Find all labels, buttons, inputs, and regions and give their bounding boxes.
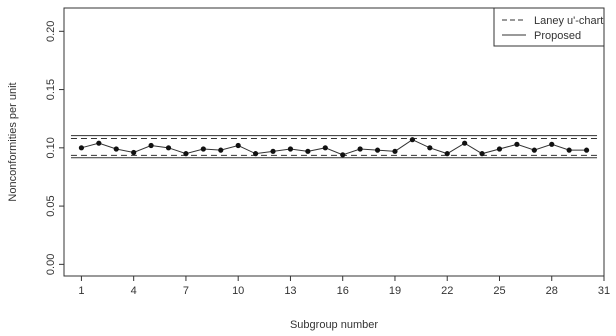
data-point	[287, 146, 294, 152]
data-point	[270, 148, 276, 154]
y-axis: 0.00 0.05 0.10 0.15 0.20	[45, 21, 64, 275]
data-series	[78, 137, 590, 158]
control-limits	[70, 135, 598, 159]
data-point	[340, 152, 346, 158]
x-tick-label: 1	[78, 285, 84, 297]
data-point	[78, 145, 85, 151]
data-point	[218, 147, 224, 153]
data-point	[357, 146, 363, 152]
y-axis-label: Nonconformities per unit	[7, 82, 19, 201]
data-point	[96, 140, 102, 146]
data-point	[583, 147, 590, 153]
data-point	[235, 142, 241, 149]
series-line	[81, 139, 587, 156]
plot-area	[63, 7, 605, 277]
data-point	[462, 140, 468, 146]
data-point	[549, 141, 555, 147]
legend-label: Laney u'-chart	[534, 15, 603, 27]
y-tick-label: 0.10	[45, 137, 57, 158]
data-point	[305, 148, 311, 154]
y-tick-label: 0.00	[45, 254, 57, 275]
x-axis-label: Subgroup number	[290, 319, 378, 331]
data-point	[183, 151, 189, 157]
x-tick-label: 7	[183, 285, 189, 297]
x-tick-label: 13	[284, 285, 296, 297]
data-point	[496, 146, 503, 152]
y-tick-label: 0.05	[45, 195, 57, 216]
data-point	[374, 147, 381, 153]
x-tick-label: 4	[131, 285, 137, 297]
data-point	[514, 141, 520, 147]
x-tick-label: 10	[232, 285, 244, 297]
data-point	[165, 145, 172, 151]
data-point	[253, 151, 259, 157]
legend-label: Proposed	[534, 30, 581, 42]
legend-frame	[493, 7, 605, 47]
data-point	[427, 145, 433, 151]
x-tick-label: 19	[389, 285, 401, 297]
data-point	[322, 145, 328, 151]
data-point	[148, 142, 154, 149]
data-point	[113, 146, 119, 152]
x-tick-label: 22	[441, 285, 453, 297]
y-tick-label: 0.20	[45, 21, 57, 42]
legend: Laney u'-chart Proposed	[493, 7, 605, 47]
x-tick-label: 28	[546, 285, 558, 297]
data-point	[444, 151, 450, 157]
data-point	[392, 148, 398, 154]
x-axis: 1 4 7 10 13 16 19 22 25 28 31	[78, 276, 610, 297]
data-point	[409, 137, 415, 143]
x-tick-label: 25	[493, 285, 505, 297]
y-tick-label: 0.15	[45, 79, 57, 100]
data-point	[200, 146, 206, 152]
data-point	[531, 147, 537, 153]
data-point	[566, 147, 572, 153]
data-point	[131, 149, 137, 156]
x-tick-label: 16	[337, 285, 349, 297]
data-point	[479, 151, 485, 157]
x-tick-label: 31	[598, 285, 610, 297]
plot-frame	[63, 7, 605, 277]
